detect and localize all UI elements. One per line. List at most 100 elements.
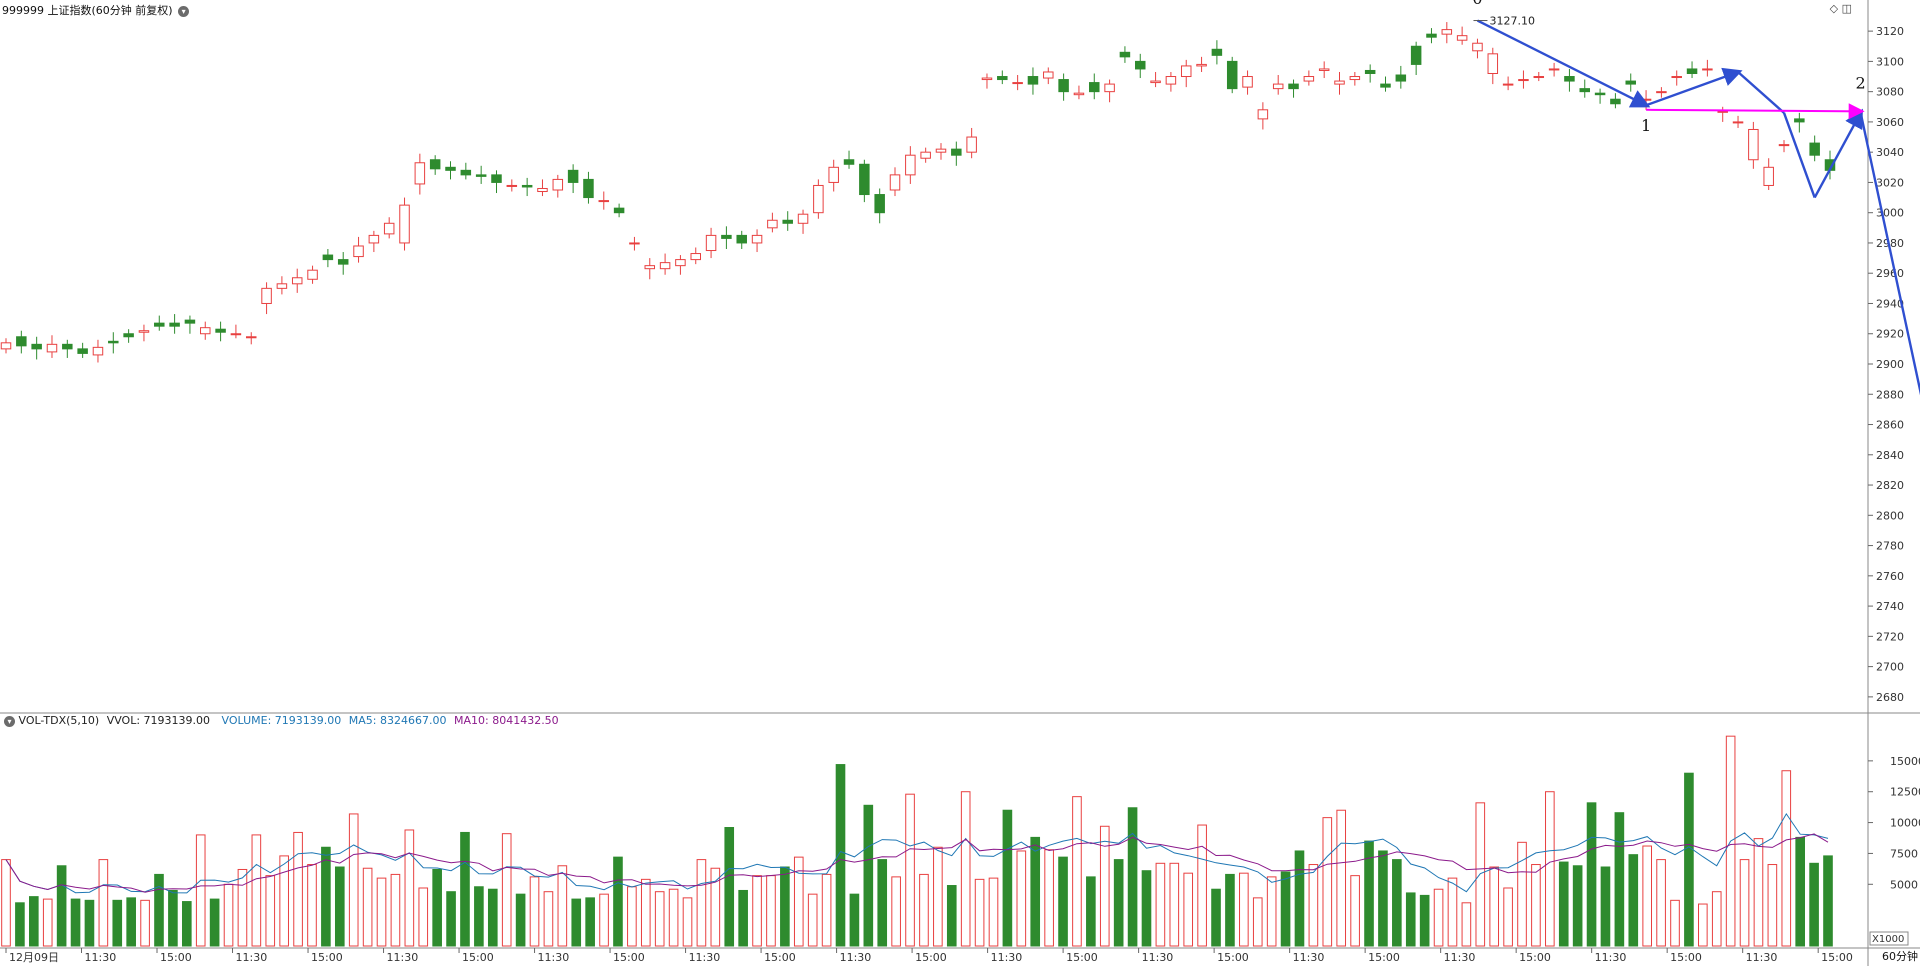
- x-tick-label: 15:00: [462, 951, 494, 964]
- volume-bar: [696, 859, 707, 947]
- chart-title-bar: 999999 上证指数(60分钟 前复权) ▾: [2, 2, 190, 18]
- x-tick-label: 11:30: [1444, 951, 1476, 964]
- volume-bar: [432, 868, 442, 947]
- candle-body: [1288, 83, 1299, 90]
- volume-bar: [1698, 903, 1708, 947]
- candle-body: [1702, 68, 1713, 71]
- candle-body: [935, 148, 947, 153]
- candle-body: [1012, 82, 1023, 85]
- y-tick-label: 2720: [1876, 630, 1904, 643]
- candle-body: [1380, 83, 1391, 88]
- candle-body: [1763, 166, 1774, 186]
- y-tick-label: 2680: [1876, 691, 1904, 704]
- candle-body: [261, 287, 272, 304]
- volume-bar: [1016, 850, 1027, 947]
- volume-bar: [376, 877, 387, 947]
- period-label[interactable]: 60分钟: [1882, 950, 1918, 963]
- volume-bar: [265, 875, 276, 947]
- volume-bar: [140, 899, 150, 947]
- volume-bar: [1545, 791, 1555, 947]
- candle-body: [736, 234, 747, 244]
- volume-indicator-bar: ▾ VOL-TDX(5,10) VVOL: 7193139.00 VOLUME:…: [2, 714, 559, 727]
- candle-body: [16, 336, 27, 347]
- volume-bar: [1211, 888, 1221, 947]
- candle-body: [1027, 76, 1039, 85]
- volume-bar: [780, 866, 790, 947]
- candle-body: [629, 242, 640, 245]
- candle-body: [889, 174, 901, 191]
- volume-bar: [1127, 807, 1138, 947]
- volume-bar: [1711, 891, 1722, 947]
- volume-bar: [404, 829, 415, 947]
- candle-body: [123, 333, 134, 338]
- candle-body: [1686, 68, 1698, 74]
- candle-body: [1272, 83, 1284, 90]
- volume-bar: [1072, 796, 1082, 947]
- volume-bar: [988, 877, 999, 947]
- volume-bar: [321, 846, 331, 947]
- volume-bar: [946, 885, 957, 947]
- volume-bar: [1447, 877, 1458, 947]
- candle-body: [1104, 83, 1115, 93]
- candle-body: [1150, 80, 1161, 84]
- chevron-down-icon[interactable]: ▾: [178, 5, 190, 17]
- volume-bar: [293, 831, 303, 947]
- x-tick-label: 11:30: [991, 951, 1023, 964]
- candle-body: [1640, 98, 1652, 101]
- volume-bar: [849, 893, 860, 947]
- vol-unit-box: [1869, 931, 1909, 946]
- volume-bar: [1684, 772, 1694, 947]
- candle-body: [1625, 80, 1636, 85]
- y-tick-label: 2840: [1876, 449, 1904, 462]
- window-controls: ◇ ◫: [1830, 2, 1852, 15]
- candle-body: [1226, 60, 1238, 90]
- x-tick-label: 15:00: [1519, 951, 1551, 964]
- volume-bar: [1030, 836, 1041, 947]
- volume-bar: [1405, 892, 1416, 947]
- candlestick-series: [0, 22, 1836, 363]
- y-tick-label: 3100: [1876, 55, 1904, 68]
- volume-bar: [1656, 859, 1666, 947]
- candle-body: [1043, 71, 1054, 79]
- candle-body: [62, 343, 73, 350]
- y-tick-label: 2780: [1876, 540, 1904, 553]
- candle-body: [1472, 42, 1483, 52]
- candle-body: [307, 269, 318, 280]
- y-tick-label: 2980: [1876, 237, 1904, 250]
- chevron-down-icon[interactable]: ▾: [4, 715, 15, 727]
- wave-flat-segment: [1646, 103, 1865, 120]
- candle-body: [843, 159, 855, 165]
- volume-bar: [181, 901, 192, 947]
- volume-bar: [1364, 840, 1374, 947]
- candle-body: [567, 169, 579, 183]
- candle-body: [1135, 60, 1146, 70]
- panel-icon[interactable]: ◫: [1841, 2, 1852, 15]
- volume-bar: [1419, 894, 1430, 947]
- y-tick-label: 2700: [1876, 661, 1904, 674]
- extreme-value-label: 3127.10: [1489, 15, 1535, 28]
- wave-label: 2: [1856, 74, 1866, 93]
- candle-body: [813, 184, 824, 214]
- volume-bar: [1280, 871, 1291, 947]
- candle-body: [230, 333, 242, 336]
- x-tick-label: 15:00: [915, 951, 947, 964]
- volume-bar: [1058, 856, 1068, 947]
- y-tick-label: 2740: [1876, 600, 1904, 613]
- diamond-icon[interactable]: ◇: [1829, 2, 1839, 15]
- vol-y-tick-label: 7500: [1890, 847, 1918, 860]
- volume-bar: [933, 846, 943, 947]
- candle-body: [1487, 53, 1499, 74]
- candle-body: [1717, 110, 1728, 113]
- candle-body: [322, 254, 334, 261]
- volume-bar: [42, 898, 53, 947]
- volume-bar: [627, 886, 637, 947]
- wave-segment: [1645, 67, 1743, 107]
- volume-bar: [1350, 875, 1360, 947]
- ma10-value: MA10: 8041432.50: [453, 714, 559, 727]
- volume-bar: [1308, 864, 1319, 947]
- volume-bar: [223, 883, 234, 947]
- volume-bar: [1294, 850, 1305, 947]
- volume-bar: [974, 878, 985, 947]
- volume-bar: [390, 873, 401, 947]
